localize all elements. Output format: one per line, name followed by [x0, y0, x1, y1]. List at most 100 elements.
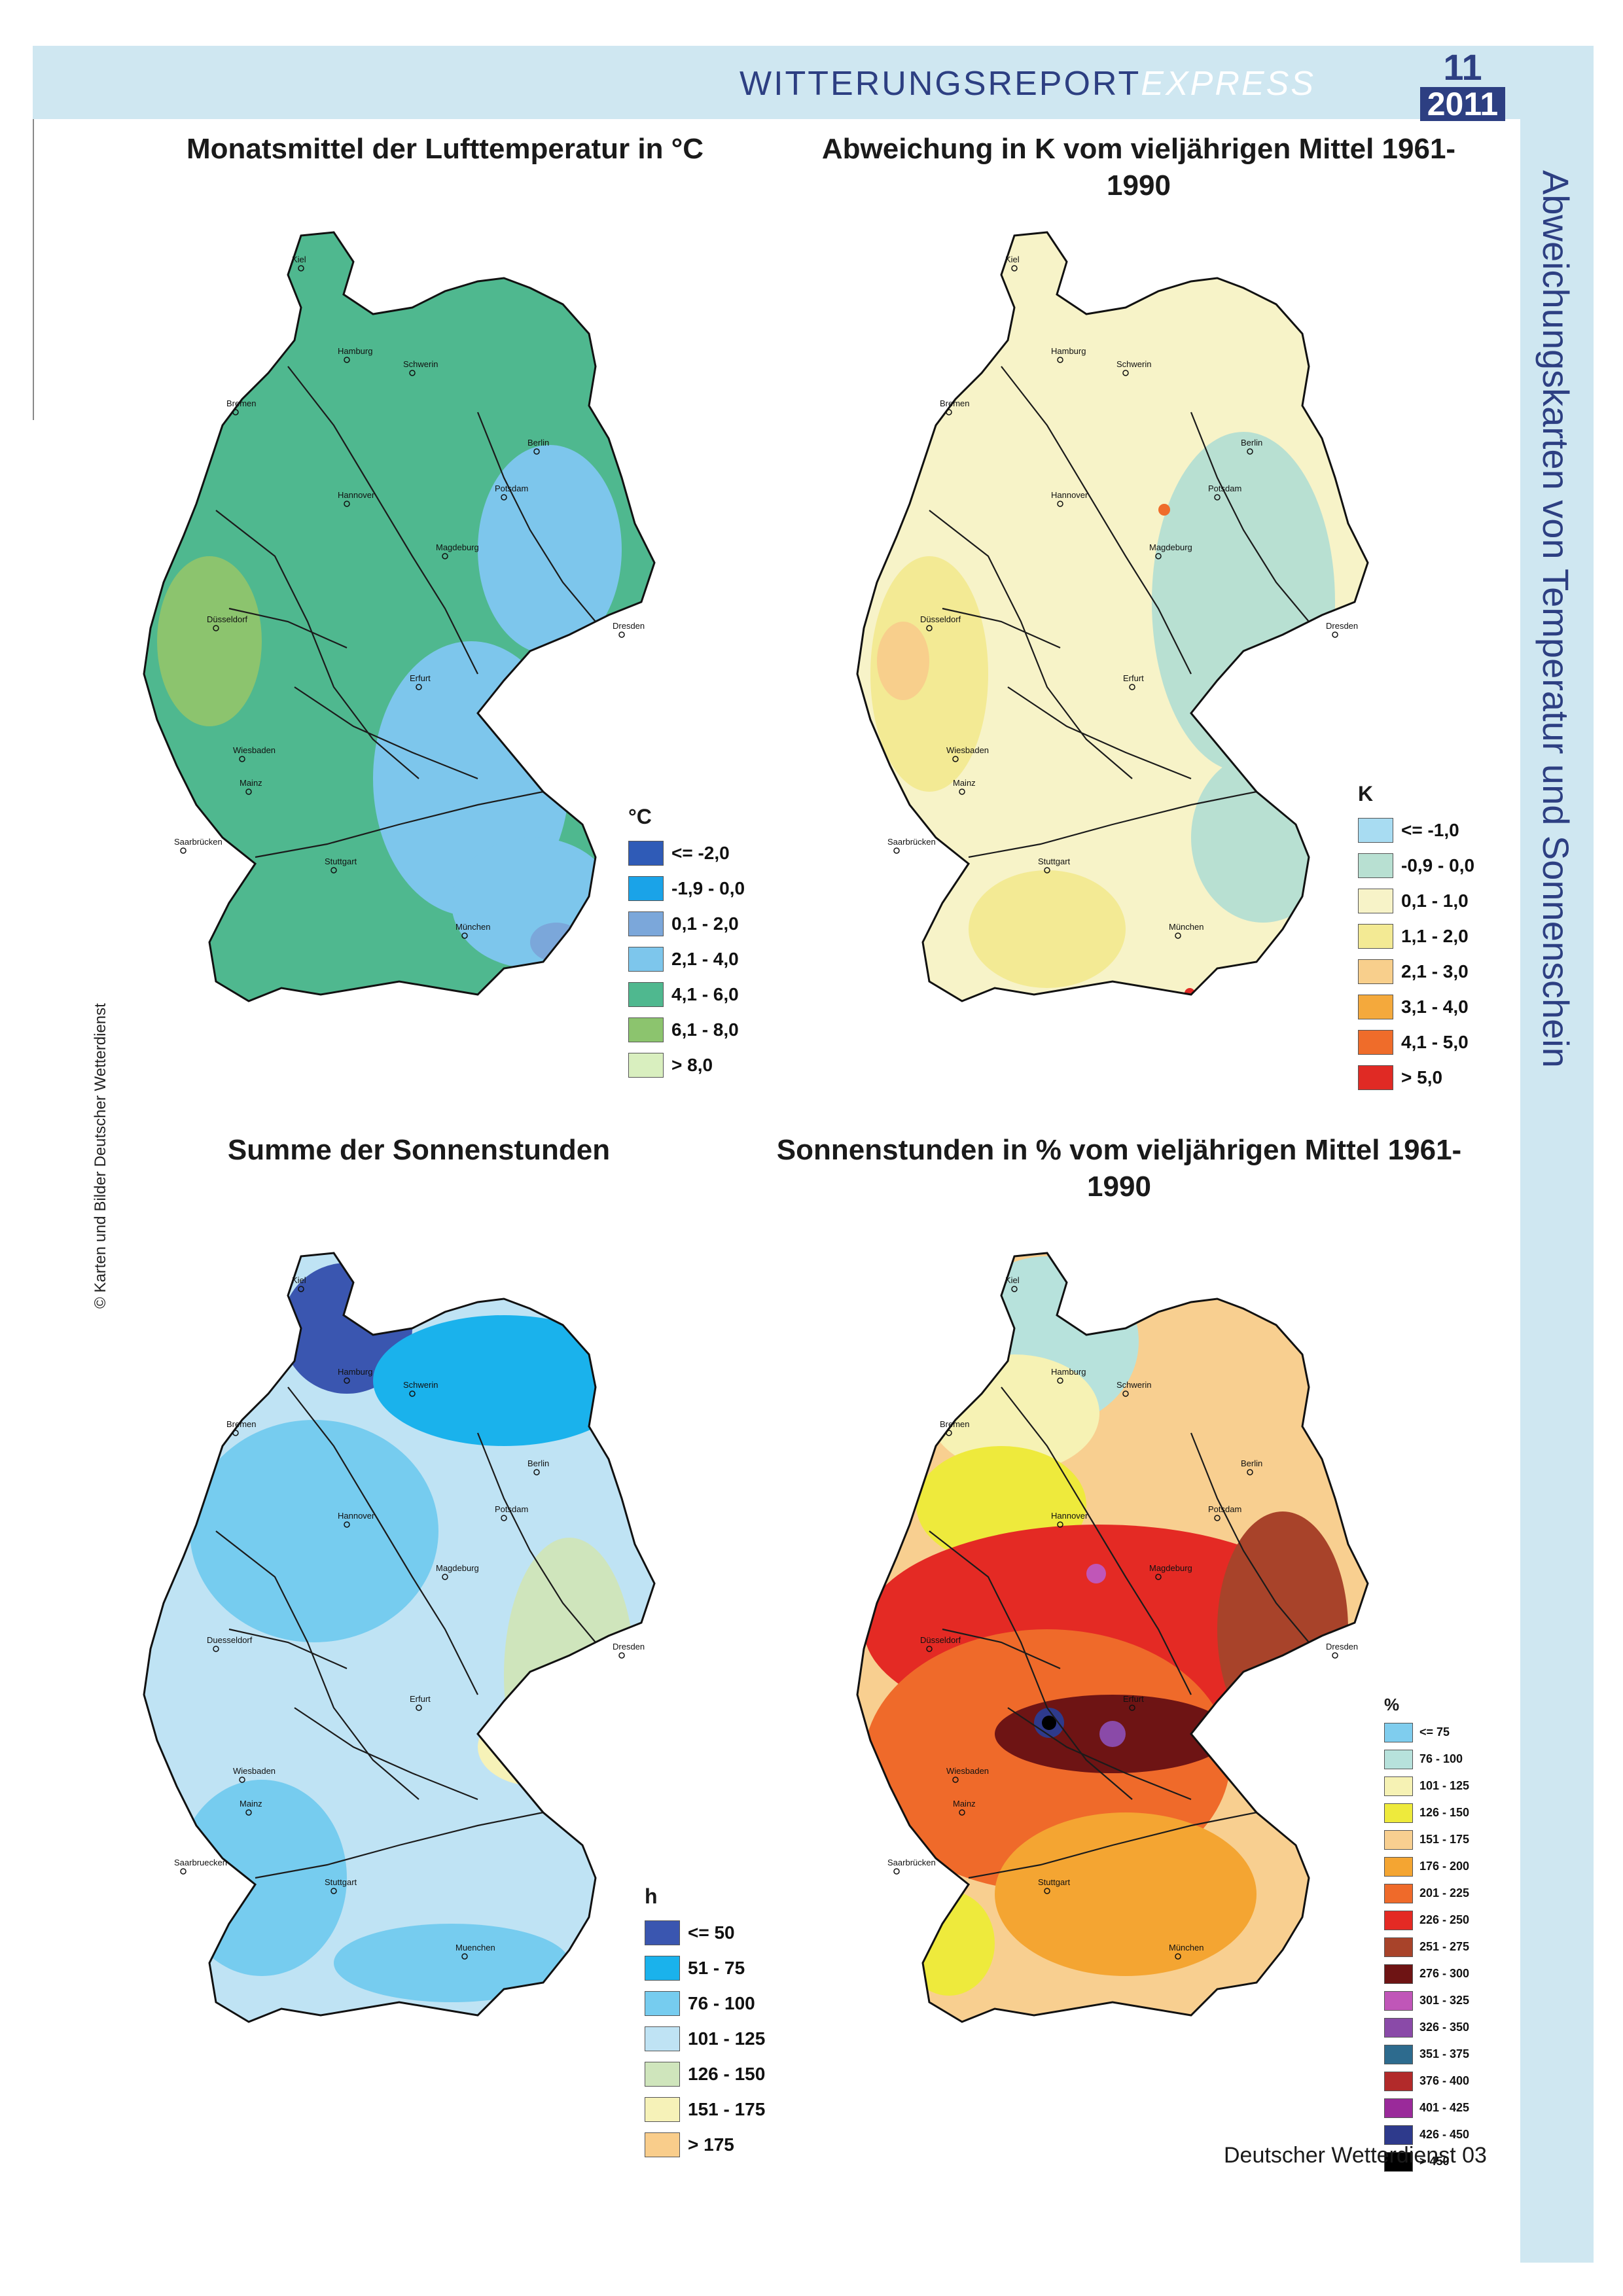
city-marker	[1122, 370, 1129, 376]
city-marker	[245, 788, 252, 795]
legend-item: 326 - 350	[1384, 2014, 1469, 2041]
legend-label: 1,1 - 2,0	[1401, 926, 1469, 946]
city-label: Schwerin	[403, 359, 438, 369]
legend-swatch	[645, 2097, 680, 2122]
city-marker	[1044, 1888, 1050, 1894]
legend-swatch	[1358, 995, 1393, 1019]
city-marker	[1214, 1515, 1221, 1521]
legend-label: 251 - 275	[1419, 1940, 1470, 1953]
legend-label: 76 - 100	[1419, 1752, 1463, 1765]
legend-label: 51 - 75	[688, 1958, 745, 1978]
legend-item: > 5,0	[1358, 1060, 1474, 1095]
city-marker	[344, 1377, 350, 1384]
city-marker	[1044, 867, 1050, 874]
city-label: Kiel	[1005, 1275, 1020, 1285]
legend-label: 276 - 300	[1419, 1967, 1470, 1980]
legend-unit: °C	[628, 805, 652, 828]
legend-label: 2,1 - 4,0	[671, 949, 739, 969]
city-marker	[180, 1868, 187, 1875]
map-region	[504, 1538, 635, 1812]
map-region	[1152, 432, 1335, 772]
legend-swatch	[1384, 1937, 1413, 1957]
border-line	[1190, 412, 1310, 622]
city-label: Kiel	[292, 1275, 306, 1285]
map-region	[334, 1924, 569, 2002]
border-line	[929, 510, 1133, 779]
legend-swatch	[1358, 889, 1393, 913]
border-line	[215, 510, 419, 779]
border-line	[929, 1530, 1133, 1800]
legend-swatch	[1384, 1990, 1413, 2011]
border-line	[255, 790, 544, 858]
legend-item: 2,1 - 3,0	[1358, 954, 1474, 989]
city-marker	[409, 1390, 416, 1397]
border-line	[255, 1811, 544, 1879]
legend-swatch	[628, 841, 664, 866]
border-line	[968, 1811, 1257, 1879]
map-region	[157, 556, 262, 726]
city-marker	[1129, 684, 1135, 690]
legend-item: 126 - 150	[645, 2057, 765, 2092]
city-marker	[893, 1868, 900, 1875]
city-marker	[344, 357, 350, 363]
map-region	[1217, 1511, 1348, 1747]
city-marker	[416, 684, 422, 690]
legend-label: > 5,0	[1401, 1067, 1443, 1087]
city-label: Schwerin	[1116, 1380, 1151, 1390]
legend-label: > 450	[1419, 2155, 1450, 2168]
legend-swatch	[1384, 2017, 1413, 2038]
city-marker	[239, 756, 245, 762]
border-line	[287, 1386, 478, 1695]
map-sunshine-svg: Kiel Hamburg Schwerin Bremen Berlin Potsdam Ha…	[143, 1252, 656, 2023]
city-label: München	[1169, 1943, 1204, 1952]
map-region	[890, 949, 901, 959]
legend-label: 351 - 375	[1419, 2047, 1470, 2060]
city-label: Dresden	[1326, 621, 1358, 631]
map-title-temp-anomaly: Abweichung in K vom vieljährigen Mittel …	[812, 131, 1466, 204]
map-region	[877, 622, 929, 700]
city-label: Kiel	[292, 255, 306, 264]
city-label: Düsseldorf	[207, 614, 248, 624]
side-title: Abweichungskarten von Temperatur und Son…	[1531, 170, 1584, 1086]
city-label: Düsseldorf	[920, 1635, 961, 1645]
legend-item: 2,1 - 4,0	[628, 942, 745, 977]
legend-item: -0,9 - 0,0	[1358, 848, 1474, 883]
country-outline	[856, 1252, 1369, 2023]
legend-item: 0,1 - 2,0	[628, 906, 745, 942]
city-marker	[442, 1574, 448, 1580]
legend-swatch	[628, 947, 664, 972]
city-label: München	[455, 922, 490, 932]
legend-swatch	[645, 2132, 680, 2157]
legend-label: 151 - 175	[688, 2099, 766, 2119]
border-line	[1001, 366, 1192, 675]
city-label: Erfurt	[410, 673, 431, 683]
legend-swatch	[1384, 1964, 1413, 1984]
city-marker	[344, 501, 350, 507]
map-region	[870, 556, 988, 792]
map-temp-anomaly-svg: Kiel Hamburg Schwerin Bremen Berlin Potsdam Ha…	[856, 231, 1369, 1002]
city-marker	[946, 1430, 952, 1436]
legend-label: 426 - 450	[1419, 2128, 1470, 2141]
city-marker	[1057, 1377, 1063, 1384]
city-label: Hamburg	[1051, 1367, 1086, 1377]
legend-swatch	[1384, 1829, 1413, 1850]
city-label: München	[1169, 922, 1204, 932]
legend-swatch	[1384, 2098, 1413, 2118]
city-marker	[1175, 932, 1181, 939]
map-sunshine-percent-svg: Kiel Hamburg Schwerin Bremen Berlin Potsdam Ha…	[856, 1252, 1369, 2023]
legend-label: 376 - 400	[1419, 2074, 1470, 2087]
city-label: Hamburg	[338, 346, 372, 356]
city-marker	[1057, 501, 1063, 507]
city-marker	[946, 409, 952, 415]
legend-label: 126 - 150	[688, 2064, 766, 2084]
city-label: Mainz	[953, 778, 976, 788]
city-marker	[239, 1776, 245, 1783]
legend-item: > 8,0	[628, 1048, 745, 1083]
legend-item: 376 - 400	[1384, 2068, 1469, 2094]
legend-item: 76 - 100	[645, 1986, 765, 2021]
legend-item: 151 - 175	[1384, 1826, 1469, 1853]
map-fill	[857, 1253, 1368, 2022]
legend-item: 6,1 - 8,0	[628, 1012, 745, 1048]
city-marker	[1247, 1469, 1253, 1475]
legend-item: <= -1,0	[1358, 813, 1474, 848]
